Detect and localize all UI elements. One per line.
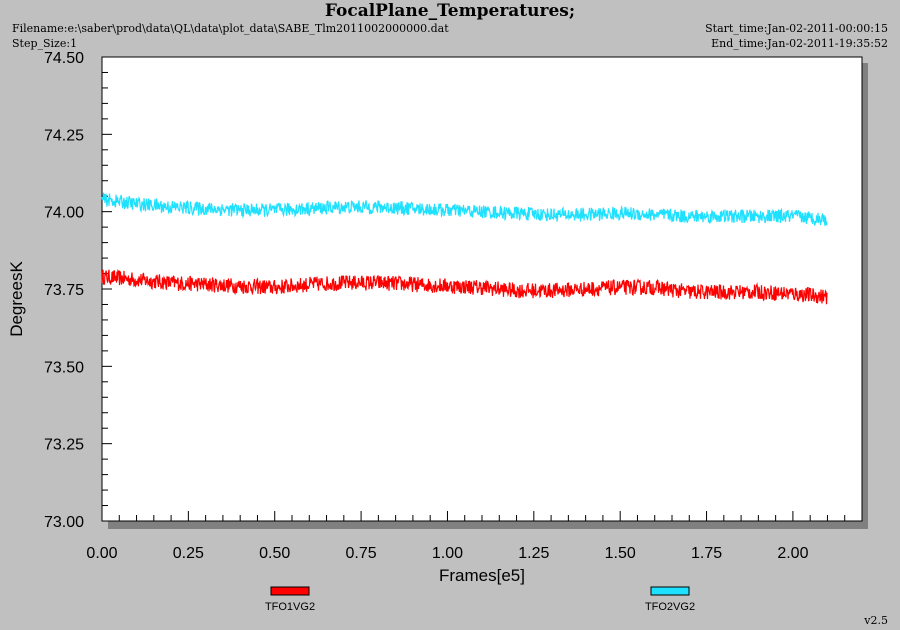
legend-swatch-tfo1vg2 (270, 586, 310, 596)
legend-label-tfo2vg2: TFO2VG2 (645, 601, 695, 613)
y-axis-title: DegreesK (7, 261, 26, 337)
x-tick-label: 0.75 (346, 545, 377, 562)
chart-title: FocalPlane_Temperatures; (324, 1, 576, 21)
x-tick-label: 2.00 (777, 545, 808, 562)
y-tick-label: 73.25 (44, 437, 84, 454)
x-tick-label: 1.00 (432, 545, 463, 562)
version-label: v2.5 (864, 614, 888, 627)
y-tick-label: 73.00 (44, 514, 84, 531)
tick-labels: 73.00 73.25 73.50 73.75 74.00 74.25 74.50 0.00 0… (44, 50, 809, 562)
series-line-tfo1vg2 (101, 269, 828, 305)
y-tick-label: 74.25 (44, 127, 84, 144)
y-tick-label: 74.50 (44, 50, 84, 67)
series-line-tfo2vg2 (101, 192, 828, 226)
filename-label: Filename:e:\saber\prod\data\QL\data\plot… (12, 22, 449, 35)
series-layer (101, 192, 828, 305)
legend-label-tfo1vg2: TFO1VG2 (265, 601, 315, 613)
end-time-label: End_time:Jan-02-2011-19:35:52 (711, 37, 888, 50)
y-tick-label: 74.00 (44, 205, 84, 222)
legend-swatch-tfo2vg2 (650, 586, 690, 596)
x-tick-label: 0.25 (173, 545, 204, 562)
step-size-label: Step_Size:1 (12, 37, 78, 50)
x-tick-label: 1.75 (691, 545, 722, 562)
x-tick-label: 0.50 (259, 545, 290, 562)
x-tick-label: 1.50 (605, 545, 636, 562)
x-axis-title: Frames[e5] (439, 566, 525, 585)
y-tick-label: 73.75 (44, 282, 84, 299)
x-tick-label: 1.25 (518, 545, 549, 562)
x-tick-label: 0.00 (86, 545, 117, 562)
legend: TFO1VG2 TFO2VG2 (265, 586, 695, 613)
start-time-label: Start_time:Jan-02-2011-00:00:15 (705, 22, 888, 35)
y-tick-label: 73.50 (44, 359, 84, 376)
